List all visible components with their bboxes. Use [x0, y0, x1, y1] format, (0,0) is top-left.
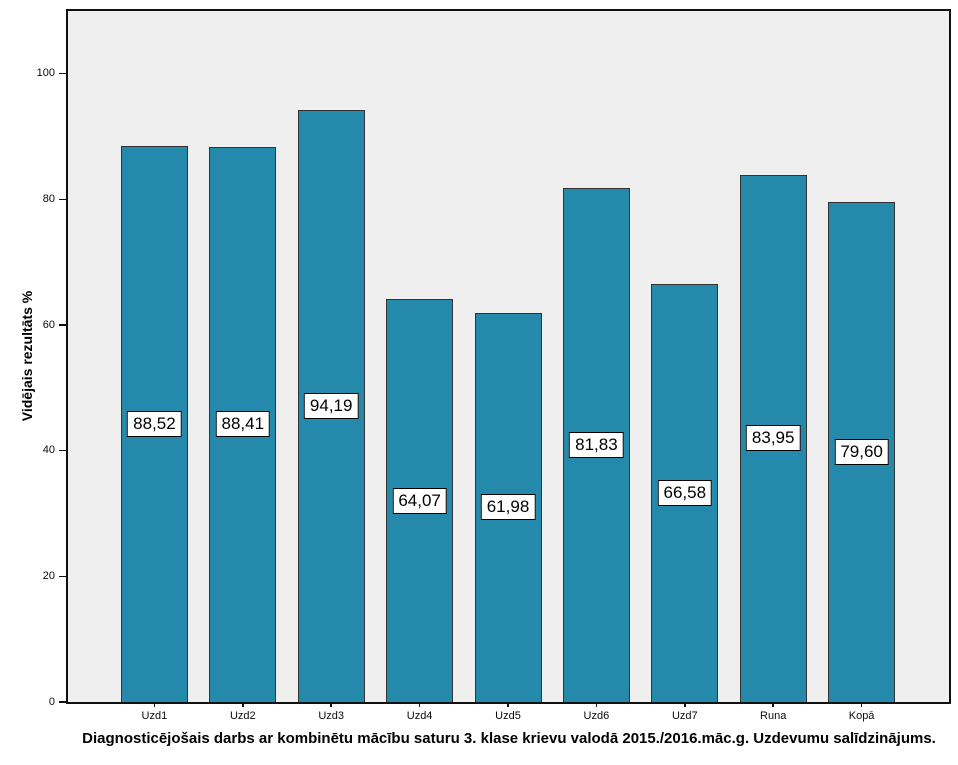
bar-value-label: 83,95 — [745, 425, 801, 452]
bar-value-label: 79,60 — [834, 438, 889, 465]
bar-value-label: 66,58 — [657, 479, 713, 506]
y-tick-label: 80 — [42, 192, 55, 205]
y-tick-label: 60 — [42, 318, 55, 331]
y-tick-label: 20 — [42, 569, 55, 582]
bar-value-label: 81,83 — [569, 431, 624, 458]
bar-value-label: 61,98 — [480, 494, 536, 521]
x-tick-label-uzd1: Uzd1 — [141, 710, 168, 722]
y-tick-mark — [59, 701, 66, 703]
y-tick-label: 0 — [48, 695, 55, 708]
x-tick-label-uzd7: Uzd7 — [671, 710, 698, 722]
x-tick-label-runa: Runa — [760, 710, 787, 722]
x-tick-mark — [507, 702, 509, 707]
x-tick-label-uzd5: Uzd5 — [495, 710, 521, 722]
x-tick-label-kopā: Kopā — [848, 710, 875, 722]
y-tick-mark — [59, 575, 66, 578]
x-tick-mark — [242, 702, 244, 707]
y-tick-label: 40 — [42, 444, 55, 457]
x-tick-label-uzd4: Uzd4 — [406, 710, 433, 722]
bar-value-label: 94,19 — [303, 393, 359, 420]
chart-title: Diagnosticējošais darbs ar kombinētu māc… — [82, 730, 936, 747]
x-tick-mark — [772, 702, 774, 707]
bar-value-label: 88,52 — [127, 410, 182, 437]
x-tick-label-uzd6: Uzd6 — [583, 710, 610, 722]
x-tick-label-uzd2: Uzd2 — [229, 710, 256, 722]
x-tick-mark — [330, 702, 332, 707]
x-tick-mark — [595, 702, 598, 707]
bar-value-label: 64,07 — [392, 487, 447, 514]
y-tick-mark — [59, 198, 66, 201]
bar-value-label: 88,41 — [215, 411, 271, 438]
plot-area: 88,52 88,41 94,19 64,07 61,98 81,83 66,58 83,95… — [66, 9, 951, 704]
y-axis-title: Vidējais rezultāts % — [19, 290, 35, 422]
x-tick-mark — [860, 702, 863, 707]
y-tick-mark — [59, 324, 66, 326]
x-tick-mark — [418, 702, 421, 707]
y-tick-label: 100 — [36, 67, 55, 80]
y-tick-mark — [59, 72, 66, 75]
y-tick-mark — [59, 449, 66, 452]
x-tick-mark — [153, 702, 156, 707]
x-tick-mark — [684, 702, 686, 707]
x-tick-label-uzd3: Uzd3 — [318, 710, 345, 722]
